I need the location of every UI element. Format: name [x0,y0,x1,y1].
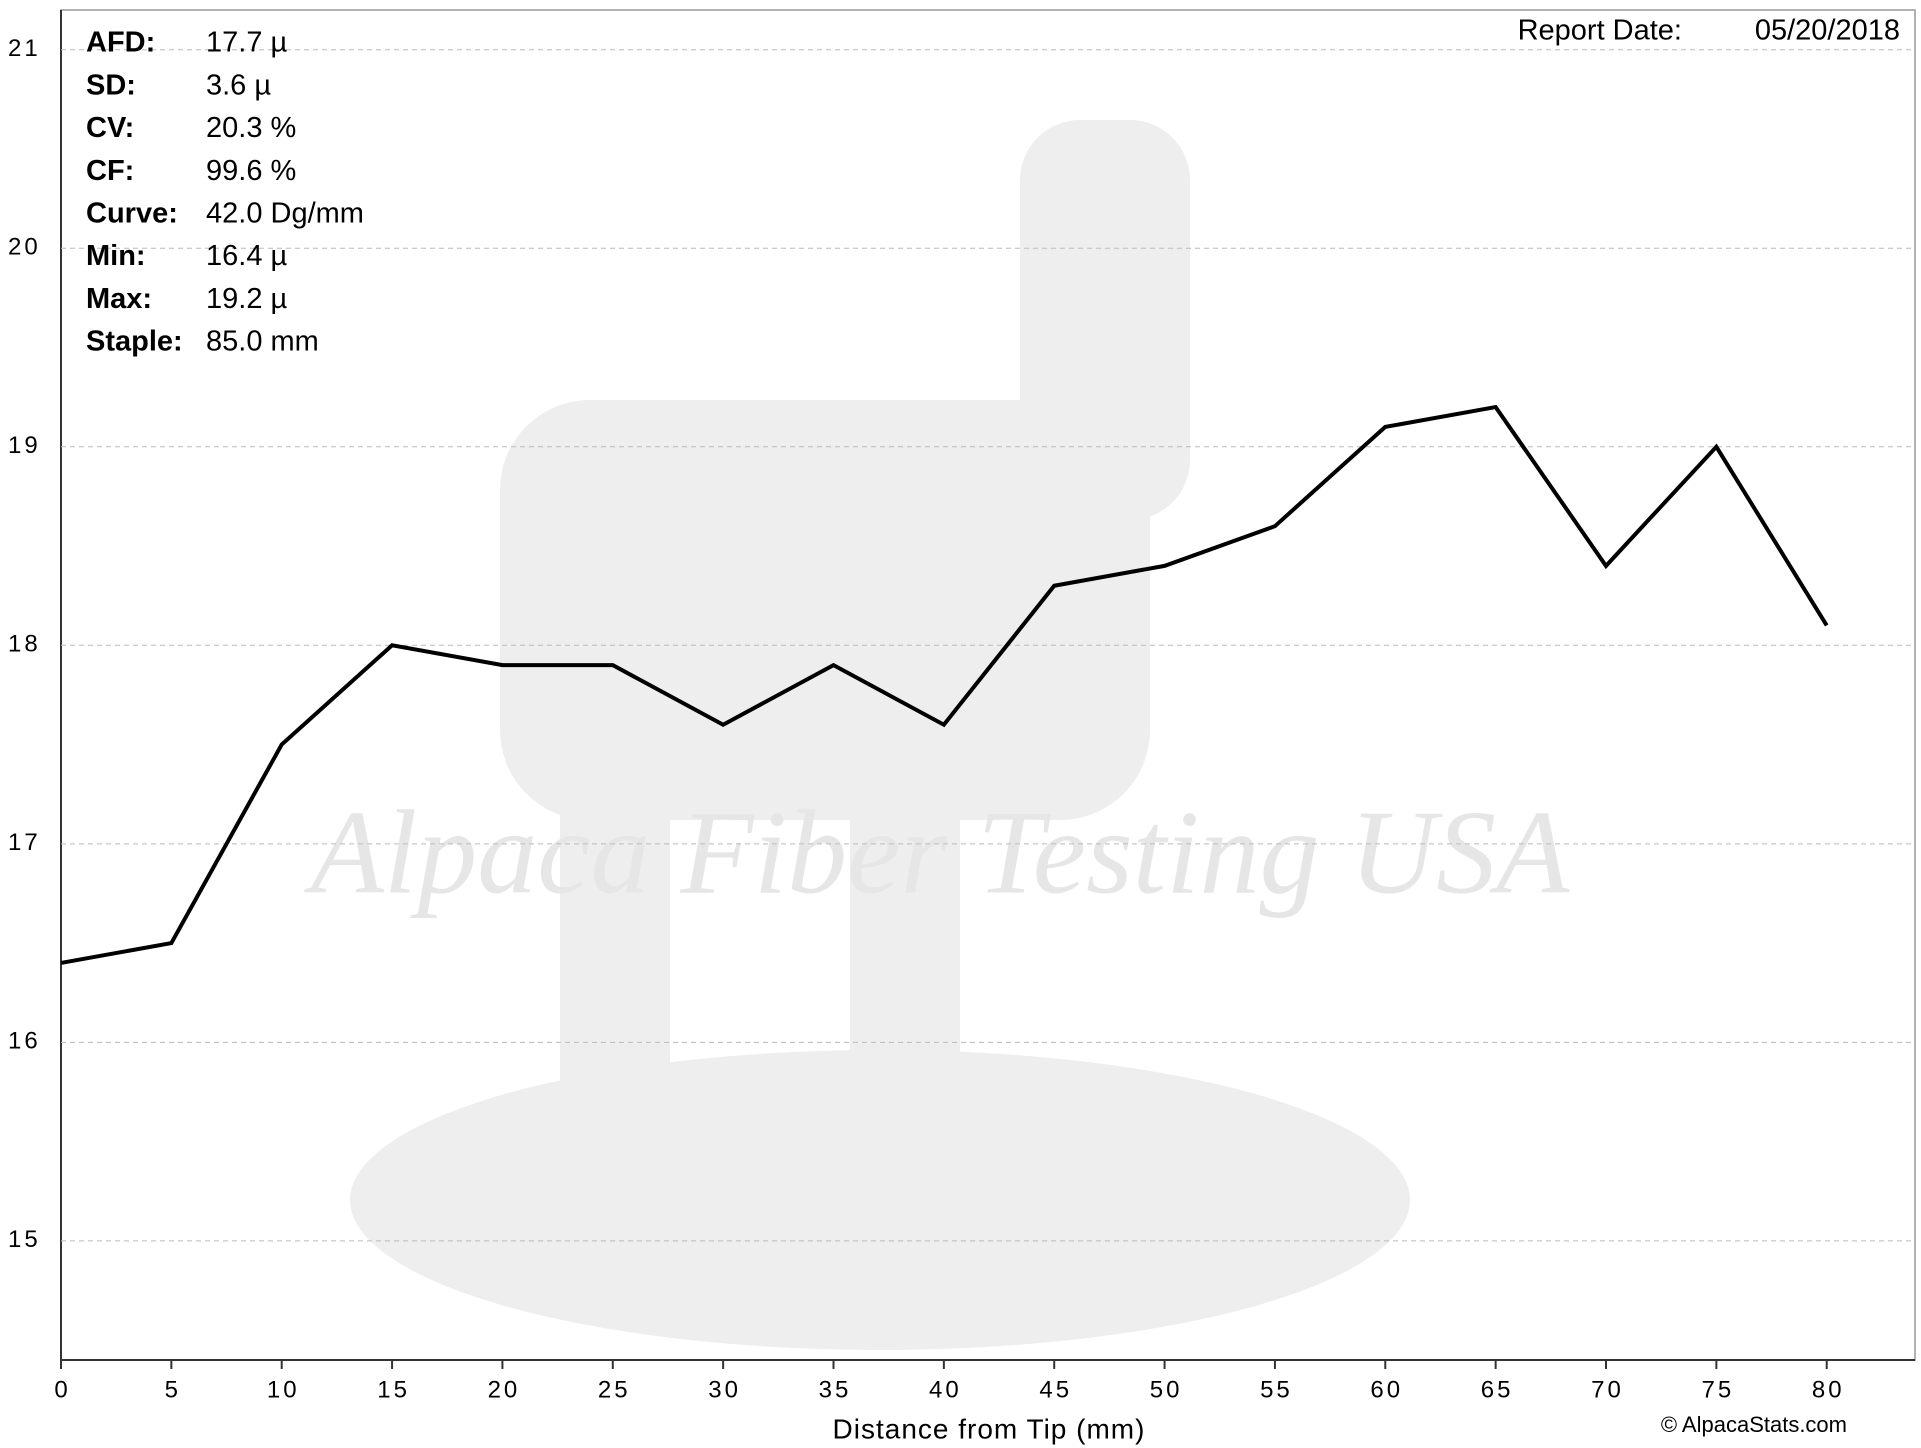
x-tick-label: 45 [1039,1376,1072,1403]
stat-value: 99.6 % [206,155,296,187]
x-tick-label: 5 [165,1376,181,1403]
x-tick-label: 0 [54,1376,70,1403]
chart: Alpaca Fiber Testing USA Distance from T… [0,0,1921,1448]
y-tick-label: 21 [8,35,41,62]
page: Alpaca Fiber Testing USA Distance from T… [0,0,1921,1448]
stat-value: 19.2 µ [206,283,287,315]
y-tick-label: 20 [8,234,41,261]
x-tick-label: 40 [929,1376,962,1403]
copyright: © AlpacaStats.com [1661,1412,1847,1437]
x-tick-label: 70 [1591,1376,1624,1403]
x-tick-label: 25 [598,1376,631,1403]
stat-value: 42.0 Dg/mm [206,197,364,229]
x-tick-label: 35 [819,1376,852,1403]
y-tick-label: 17 [8,829,41,856]
x-tick-label: 15 [377,1376,410,1403]
x-tick-label: 65 [1481,1376,1514,1403]
stat-label: Min: [86,240,146,272]
x-axis-label: Distance from Tip (mm) [833,1413,1146,1444]
stat-label: SD: [86,69,136,101]
stat-value: 3.6 µ [206,69,271,101]
y-tick-label: 19 [8,432,41,459]
stat-label: Curve: [86,197,178,229]
stat-value: 16.4 µ [206,240,287,272]
stat-label: CV: [86,112,134,144]
report-date-label: Report Date: [1518,15,1682,47]
background-image [350,120,1410,1350]
x-tick-label: 75 [1702,1376,1735,1403]
x-tick-label: 55 [1260,1376,1293,1403]
stat-value: 20.3 % [206,112,296,144]
stat-label: AFD: [86,27,155,59]
stat-label: Staple: [86,326,183,358]
x-tick-label: 80 [1812,1376,1845,1403]
x-tick-label: 10 [267,1376,300,1403]
y-tick-label: 18 [8,631,41,658]
y-tick-label: 15 [8,1226,41,1253]
stat-value: 85.0 mm [206,326,319,358]
watermark: Alpaca Fiber Testing USA [304,786,1571,919]
x-tick-label: 60 [1370,1376,1403,1403]
report-date: 05/20/2018 [1755,15,1900,47]
stat-label: CF: [86,155,134,187]
x-tick-label: 50 [1150,1376,1183,1403]
y-tick-label: 16 [8,1028,41,1055]
stat-label: Max: [86,283,152,315]
x-tick-label: 30 [708,1376,741,1403]
stat-value: 17.7 µ [206,27,287,59]
x-tick-label: 20 [488,1376,521,1403]
